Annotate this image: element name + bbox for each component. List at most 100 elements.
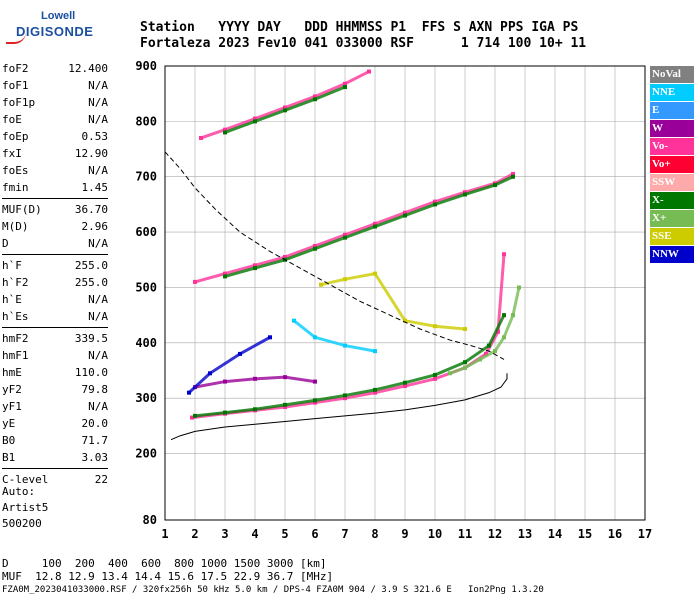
legend-item: SSE (650, 228, 694, 245)
param-name: h`F2 (2, 276, 29, 289)
x-tick-label: 10 (428, 527, 442, 541)
param-name: h`E (2, 293, 22, 306)
param-row: foEs N/A (2, 162, 108, 179)
param-value: N/A (88, 400, 108, 413)
y-tick-label: 400 (135, 336, 157, 350)
param-name: fxI (2, 147, 22, 160)
param-row: hmE 110.0 (2, 364, 108, 381)
muf-table: D 100 200 400 600 800 1000 1500 3000 [km… (2, 557, 333, 583)
y-tick-label: 800 (135, 114, 157, 128)
auto-artist: Artist5 (2, 501, 49, 514)
legend-item: W (650, 120, 694, 137)
param-value: 12.90 (74, 147, 108, 160)
param-value: N/A (88, 164, 108, 177)
param-value: 3.03 (81, 451, 109, 464)
legend-item: NNW (650, 246, 694, 263)
echo-trace (320, 271, 466, 331)
auto-label: Auto: (2, 485, 36, 498)
param-name: foF1p (2, 96, 36, 109)
file-info-footer: FZA0M_2023041033000.RSF / 320fx256h 50 k… (2, 585, 544, 595)
param-value: 1.45 (81, 181, 109, 194)
chart-grid (164, 65, 646, 521)
param-value: 12.400 (68, 62, 108, 75)
param-name: MUF(D) (2, 203, 42, 216)
logo-line2: DIGISONDE (16, 24, 94, 39)
param-name: B1 (2, 451, 16, 464)
muf-row: MUF 12.8 12.9 13.4 14.4 15.6 17.5 22.9 3… (2, 570, 334, 583)
param-name: foEs (2, 164, 29, 177)
param-value: 339.5 (74, 332, 108, 345)
echo-trace (200, 70, 370, 140)
y-tick-label: 80 (143, 513, 157, 527)
param-value: 71.7 (81, 434, 109, 447)
x-tick-label: 6 (311, 527, 318, 541)
x-tick-label: 8 (371, 527, 378, 541)
param-name: foEp (2, 130, 29, 143)
x-tick-label: 12 (488, 527, 502, 541)
x-tick-label: 3 (221, 527, 228, 541)
param-row: h`F2 255.0 (2, 274, 108, 291)
param-separator (2, 254, 108, 255)
polarization-legend: NoVal NNE E W Vo- Vo+ SSW X- X+ SSE NNW (650, 66, 694, 264)
param-name: hmE (2, 366, 22, 379)
param-value: 2.96 (81, 220, 109, 233)
param-value: 255.0 (74, 259, 108, 272)
y-tick-label: 900 (135, 59, 157, 73)
logo-line1: Lowell (41, 10, 76, 22)
y-tick-label: 600 (135, 225, 157, 239)
param-row: M(D) 2.96 (2, 218, 108, 235)
x-tick-label: 1 (161, 527, 168, 541)
legend-item: Vo+ (650, 156, 694, 173)
param-row: h`E N/A (2, 291, 108, 308)
param-value: N/A (88, 113, 108, 126)
axis-ticks: 1 2 3 4 5 6 7 8 9 10 11 12 13 14 15 16 17802003004005006… (135, 59, 652, 541)
echo-trace (449, 287, 521, 375)
x-tick-label: 13 (518, 527, 532, 541)
lowell-digisonde-logo: Lowell DIGISONDE (6, 6, 93, 46)
plot-frame (164, 65, 646, 521)
x-tick-label: 15 (578, 527, 592, 541)
auto-scaling-info: Auto: Artist5 500200 (2, 484, 48, 532)
param-name: hmF1 (2, 349, 29, 362)
distance-row: D 100 200 400 600 800 1000 1500 3000 [km… (2, 557, 327, 570)
echo-traces (187, 69, 521, 420)
param-separator (2, 468, 108, 469)
param-name: C-level (2, 473, 49, 486)
param-name: hmF2 (2, 332, 29, 345)
param-name: yE (2, 417, 16, 430)
echo-trace (194, 375, 316, 389)
param-row: fmin 1.45 (2, 179, 108, 196)
param-row: B1 3.03 (2, 449, 108, 466)
param-name: M(D) (2, 220, 29, 233)
param-value: N/A (88, 310, 108, 323)
param-name: D (2, 237, 9, 250)
parameter-panel: foF2 12.400 foF1 N/A foF1p N/A foE N/A foEp 0.53 f… (2, 60, 108, 488)
legend-item: X+ (650, 210, 694, 227)
param-row: MUF(D) 36.70 (2, 201, 108, 218)
y-tick-label: 700 (135, 170, 157, 184)
header-values: Fortaleza 2023 Fev10 041 033000 RSF 1 71… (140, 36, 587, 51)
x-tick-label: 16 (608, 527, 622, 541)
density-profiles (164, 151, 508, 441)
param-row: foF2 12.400 (2, 60, 108, 77)
x-tick-label: 11 (458, 527, 472, 541)
legend-item: SSW (650, 174, 694, 191)
legend-item: NNE (650, 84, 694, 101)
param-separator (2, 327, 108, 328)
dashed-profile-line (164, 151, 505, 360)
echo-trace (194, 314, 506, 418)
x-tick-label: 9 (401, 527, 408, 541)
legend-item: NoVal (650, 66, 694, 83)
legend-item: Vo- (650, 138, 694, 155)
param-row: hmF1 N/A (2, 347, 108, 364)
x-tick-label: 5 (281, 527, 288, 541)
param-value: 255.0 (74, 276, 108, 289)
param-name: B0 (2, 434, 16, 447)
x-tick-label: 4 (251, 527, 258, 541)
param-row: yE 20.0 (2, 415, 108, 432)
legend-item: E (650, 102, 694, 119)
y-tick-label: 300 (135, 391, 157, 405)
echo-trace (293, 319, 376, 353)
param-value: N/A (88, 293, 108, 306)
